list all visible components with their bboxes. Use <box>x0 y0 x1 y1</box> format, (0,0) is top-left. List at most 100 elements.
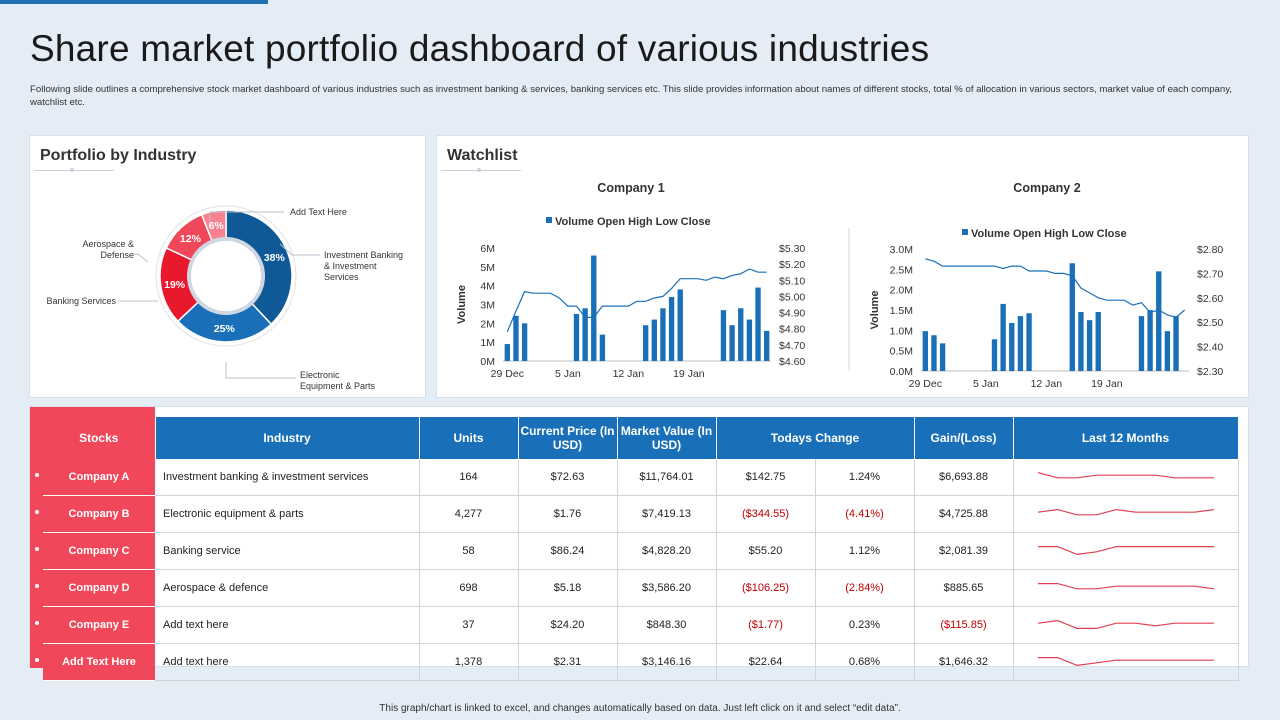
page-description: Following slide outlines a comprehensive… <box>30 84 1232 108</box>
industry-cell: Aerospace & defence <box>155 569 420 607</box>
units-cell: 164 <box>419 459 519 496</box>
donut-data-label: 6% <box>209 220 225 232</box>
sparkline-cell <box>1013 606 1239 644</box>
units-cell: 698 <box>419 569 519 607</box>
close-price-line <box>506 268 767 333</box>
change-cell: ($106.25) <box>716 569 816 607</box>
portfolio-title: Portfolio by Industry <box>40 147 197 164</box>
volume-bar <box>746 319 753 361</box>
leader-line <box>279 243 320 256</box>
donut-hole <box>187 237 265 315</box>
page-title: Share market portfolio dashboard of vari… <box>30 28 930 69</box>
x-tick-label: 12 Jan <box>1031 378 1063 390</box>
industry-cell: Electronic equipment & parts <box>155 495 420 533</box>
volume-bar <box>720 310 727 361</box>
volume-bar <box>1156 271 1162 371</box>
sparkline-cell <box>1013 459 1239 496</box>
label-banking-services: Banking Services <box>46 296 116 306</box>
price-cell: $72.63 <box>518 459 618 496</box>
sparkline <box>1037 619 1214 629</box>
title-underline <box>441 168 521 172</box>
chart-legend: Volume Open High Low Close <box>971 228 1127 240</box>
volume-bar <box>599 334 606 361</box>
x-tick-label: 5 Jan <box>973 378 999 390</box>
volume-bar <box>1147 310 1153 371</box>
sparkline-line <box>1037 472 1214 479</box>
header-last-12-months: Last 12 Months <box>1013 417 1239 459</box>
header-todays-change: Todays Change <box>716 417 915 459</box>
industry-cell: Add text here <box>155 643 420 681</box>
title-underline <box>34 168 114 172</box>
gain-cell: $4,725.88 <box>914 495 1014 533</box>
volume-bar <box>642 325 649 361</box>
volume-bar <box>651 319 657 361</box>
industry-cell: Investment banking & investment services <box>155 459 420 496</box>
change-pct-cell: (2.84%) <box>815 569 915 607</box>
gain-cell: $1,646.32 <box>914 643 1014 681</box>
units-cell: 4,277 <box>419 495 519 533</box>
market-value-cell: $3,586.20 <box>617 569 717 607</box>
leader-line <box>134 253 149 263</box>
y2-tick-label: $2.40 <box>1197 342 1223 354</box>
y2-tick-label: $4.70 <box>779 340 805 352</box>
stock-cell: Add Text Here <box>35 643 155 681</box>
y-tick-label: 5M <box>480 262 495 274</box>
y2-tick-label: $5.30 <box>779 243 805 255</box>
sparkline-line <box>1037 657 1214 667</box>
volume-bar <box>1000 303 1006 371</box>
change-pct-cell: 1.12% <box>815 532 915 570</box>
table-row: Company E Add text here 37 $24.20 $848.30 ($1… <box>35 606 1239 644</box>
change-pct-cell: 0.68% <box>815 643 915 681</box>
header-price: Current Price (In USD) <box>518 417 618 459</box>
volume-bar <box>1026 313 1032 371</box>
market-value-cell: $7,419.13 <box>617 495 717 533</box>
table-row: Add Text Here Add text here 1,378 $2.31 $3,1… <box>35 643 1239 681</box>
volume-bar <box>573 313 580 361</box>
stocks-table: Stocks Industry Units Current Price (In … <box>35 417 1239 681</box>
volume-bar <box>1017 316 1024 371</box>
gain-cell: $6,693.88 <box>914 459 1014 496</box>
y-tick-label: 1.5M <box>890 305 913 317</box>
portfolio-donut-chart: 38% 25% 19% 12% 6% Add Text Here Investment Ba… <box>46 205 403 391</box>
volume-bar <box>1138 316 1145 371</box>
x-tick-label: 12 Jan <box>613 368 645 380</box>
price-cell: $2.31 <box>518 643 618 681</box>
volume-bar <box>1164 331 1171 371</box>
stock-cell: Company D <box>35 569 155 607</box>
volume-bar <box>1173 316 1179 371</box>
sparkline-cell <box>1013 495 1239 533</box>
y-tick-label: 2.0M <box>890 285 913 297</box>
y2-tick-label: $2.70 <box>1197 268 1223 280</box>
change-pct-cell: 1.24% <box>815 459 915 496</box>
y-tick-label: 3M <box>480 300 495 312</box>
volume-bar <box>1078 312 1084 371</box>
chart-title: Company 1 <box>597 181 664 195</box>
y-tick-label: 0.0M <box>890 366 913 378</box>
gain-cell: $2,081.39 <box>914 532 1014 570</box>
sparkline <box>1037 472 1214 479</box>
y-tick-label: 0.5M <box>890 346 913 358</box>
header-stocks: Stocks <box>43 417 156 459</box>
industry-cell: Add text here <box>155 606 420 644</box>
y2-tick-label: $2.50 <box>1197 317 1223 329</box>
x-tick-label: 19 Jan <box>673 368 705 380</box>
y2-tick-label: $2.60 <box>1197 293 1223 305</box>
leader-line <box>225 362 296 379</box>
sparkline <box>1037 546 1214 556</box>
donut-data-label: 19% <box>164 279 186 291</box>
sparkline-line <box>1037 583 1214 590</box>
volume-bar <box>521 323 528 361</box>
stock-cell: Company C <box>35 532 155 570</box>
sparkline-cell <box>1013 643 1239 681</box>
y2-tick-label: $5.20 <box>779 259 805 271</box>
y-tick-label: 2.5M <box>890 264 913 276</box>
x-tick-label: 5 Jan <box>555 368 581 380</box>
y2-tick-label: $5.00 <box>779 291 805 303</box>
label-investment-banking: Investment Banking & Investment Services <box>324 250 403 282</box>
leader-line <box>209 211 284 222</box>
top-accent-bar <box>0 0 268 4</box>
x-tick-label: 29 Dec <box>909 378 942 390</box>
legend-swatch <box>546 217 552 223</box>
volume-bar <box>729 325 735 361</box>
header-gain: Gain/(Loss) <box>914 417 1014 459</box>
